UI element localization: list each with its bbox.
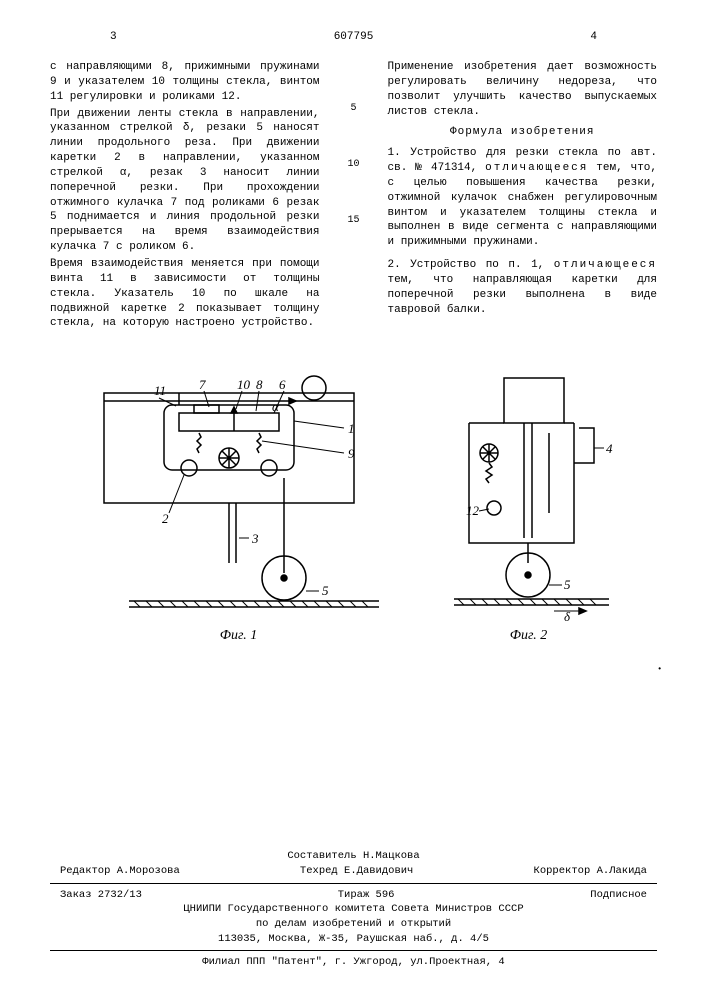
claim-text: тем, что направляющая каретки для попере… [388, 274, 658, 316]
fig1-svg: 11 7 10 8 6 α 1 9 2 3 5 [84, 363, 394, 623]
fig-label: 6 [279, 377, 286, 392]
claim-text: 2. Устройство по п. 1, [388, 259, 554, 271]
fig2-svg: 4 12 5 δ [434, 363, 624, 623]
editor: Редактор А.Морозова [60, 864, 180, 879]
compiler-name: Н.Мацкова [363, 850, 420, 862]
line-num: 10 [345, 158, 363, 214]
credits-row: Редактор А.Морозова Техред Е.Давидович К… [50, 864, 657, 879]
techred: Техред Е.Давидович [300, 864, 413, 879]
fig1-caption: Фиг. 1 [84, 627, 394, 646]
fig-label: 8 [256, 377, 263, 392]
footer: Составитель Н.Мацкова Редактор А.Морозов… [50, 849, 657, 970]
figure-2: 4 12 5 δ Фиг. 2 [434, 363, 624, 646]
address: 113035, Москва, Ж-35, Раушская наб., д. … [50, 932, 657, 947]
page-number-left: 3 [110, 30, 117, 45]
formula-title: Формула изобретения [388, 125, 658, 140]
fig-label: 12 [466, 503, 480, 518]
fig-label: α [272, 399, 280, 414]
claim-text: тем, что, с целью повышения качества рез… [388, 162, 658, 248]
fig-label: δ [564, 609, 571, 623]
patent-page: 3 607795 4 с направляющими 8, прижимными… [0, 0, 707, 1000]
fig2-caption: Фиг. 2 [434, 627, 624, 646]
figures-row: 11 7 10 8 6 α 1 9 2 3 5 Фиг. 1 [50, 363, 657, 646]
claim: 1. Устройство для резки стекла по авт. с… [388, 146, 658, 250]
compiler-line: Составитель Н.Мацкова [50, 849, 657, 864]
line-num: 5 [345, 102, 363, 158]
text-columns: с направляющими 8, прижимными пружинами … [50, 60, 657, 333]
org-line-2: по делам изобретений и открытий [50, 917, 657, 932]
figure-1: 11 7 10 8 6 α 1 9 2 3 5 Фиг. 1 [84, 363, 394, 646]
left-column: с направляющими 8, прижимными пружинами … [50, 60, 320, 333]
fig-label: 11 [154, 383, 166, 398]
fig-label: 5 [564, 577, 571, 592]
compiler-label: Составитель [287, 850, 356, 862]
org-line-1: ЦНИИПИ Государственного комитета Совета … [50, 902, 657, 917]
fig-label: 2 [162, 511, 169, 526]
order: Заказ 2732/13 [60, 888, 142, 903]
corrector: Корректор А.Лакида [534, 864, 647, 879]
claim: 2. Устройство по п. 1, отличающееся тем,… [388, 258, 658, 317]
subscription: Подписное [590, 888, 647, 903]
fig-label: 4 [606, 441, 613, 456]
right-column: Применение изобретения дает возможность … [388, 60, 658, 333]
fig-label: 10 [237, 377, 251, 392]
claim-emph: отличающееся [554, 259, 657, 271]
header: 3 607795 4 [50, 30, 657, 50]
stray-dot: • [657, 665, 662, 676]
line-num: 15 [345, 214, 363, 270]
fig-label: 7 [199, 377, 206, 392]
tirazh: Тираж 596 [338, 888, 395, 903]
document-number: 607795 [334, 30, 374, 45]
paragraph: Время взаимодействия меняется при помощи… [50, 257, 320, 331]
claim-emph: отличающееся [485, 162, 588, 174]
order-row: Заказ 2732/13 Тираж 596 Подписное [50, 888, 657, 903]
filial: Филиал ППП "Патент", г. Ужгород, ул.Прое… [50, 955, 657, 970]
paragraph: Применение изобретения дает возможность … [388, 60, 658, 119]
fig-label: 9 [348, 446, 355, 461]
paragraph: с направляющими 8, прижимными пружинами … [50, 60, 320, 105]
paragraph: При движении ленты стекла в направлении,… [50, 107, 320, 255]
fig-label: 5 [322, 583, 329, 598]
fig-label: 1 [348, 421, 355, 436]
line-numbers: 5 10 15 [345, 60, 363, 333]
page-number-right: 4 [590, 30, 597, 45]
fig-label: 3 [251, 531, 259, 546]
